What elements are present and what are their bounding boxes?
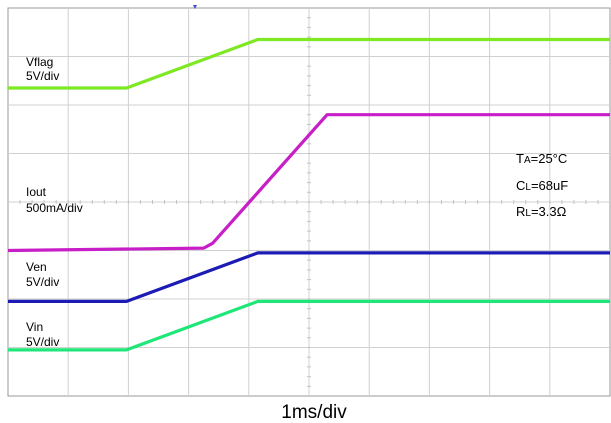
iout-name: Iout: [26, 185, 47, 199]
ven-scale: 5V/div: [26, 275, 59, 289]
ven-label: Ven 5V/div: [26, 260, 59, 289]
vin-label: Vin 5V/div: [26, 320, 59, 349]
iout-scale: 500mA/div: [26, 201, 83, 215]
test-conditions: TA=25°C CL=68uF RL=3.3Ω: [516, 151, 568, 219]
vflag-scale: 5V/div: [26, 69, 59, 83]
vflag-name: Vflag: [26, 55, 53, 69]
trace-ven: [8, 251, 610, 303]
ven-name: Ven: [26, 260, 47, 274]
trace-vin: [8, 299, 610, 352]
trigger-marker: [193, 5, 197, 9]
trace-iout: [7, 113, 610, 253]
trace-vflag: [8, 37, 610, 90]
traces: [7, 37, 610, 352]
x-scale-label: 1ms/div: [281, 402, 347, 423]
condition-rl: RL=3.3Ω: [516, 204, 567, 219]
vflag-label: Vflag 5V/div: [26, 55, 59, 83]
iout-label: Iout 500mA/div: [26, 185, 83, 215]
condition-ta: TA=25°C: [516, 151, 567, 166]
condition-cl: CL=68uF: [516, 178, 568, 193]
vin-name: Vin: [26, 320, 43, 334]
vin-scale: 5V/div: [26, 335, 59, 349]
center-axis-ticks: [19, 17, 599, 387]
